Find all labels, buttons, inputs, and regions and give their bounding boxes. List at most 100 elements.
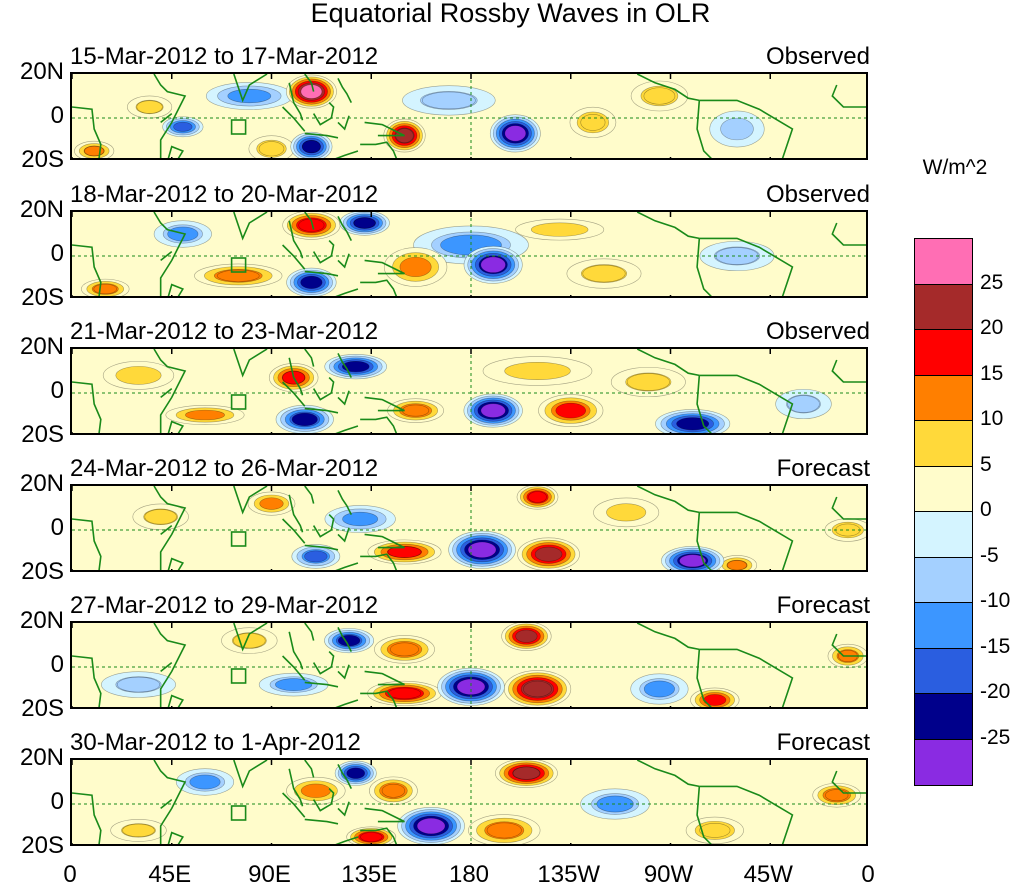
coastline	[636, 74, 700, 102]
coastline	[288, 768, 304, 807]
colorbar-units: W/m^2	[922, 156, 988, 179]
coastline	[167, 831, 185, 844]
coastline	[167, 557, 185, 570]
colorbar-swatch	[915, 739, 972, 785]
panel-status-label: Forecast	[776, 729, 870, 756]
coastline	[335, 425, 359, 433]
island-outline	[230, 119, 247, 135]
anomaly-contour	[189, 774, 221, 790]
y-tick-label: 20S	[21, 558, 64, 585]
panel-date-label: 15-Mar-2012 to 17-Mar-2012	[70, 43, 379, 70]
coastline	[233, 349, 268, 378]
coastline	[304, 132, 339, 139]
coastline	[337, 216, 353, 241]
y-tick-label: 20S	[21, 695, 64, 722]
coastline	[153, 623, 187, 707]
y-tick-label: 20N	[19, 470, 64, 497]
anomaly-contour	[825, 789, 849, 802]
coastline	[72, 381, 102, 433]
coastline	[304, 270, 339, 277]
coastline	[153, 74, 187, 158]
coastline	[72, 106, 102, 158]
colorbar-level-label: 25	[980, 270, 1004, 294]
coastline	[304, 74, 315, 92]
anomaly-contour	[116, 676, 161, 693]
coastline	[304, 544, 339, 551]
y-tick-label: 20S	[21, 832, 64, 859]
panel-status-label: Forecast	[776, 455, 870, 482]
anomaly-contour	[360, 832, 383, 842]
x-tick-label: 135W	[537, 861, 601, 888]
colorbar-swatch	[915, 375, 972, 421]
anomaly-contour	[555, 402, 587, 419]
colorbar-swatch	[915, 421, 972, 467]
colorbar-swatch	[915, 330, 972, 376]
map-panel-svg	[72, 349, 866, 433]
colorbar-level-label: -10	[980, 589, 1011, 612]
anomaly-contour	[115, 366, 162, 385]
anomaly-contour	[216, 269, 260, 282]
coastline	[153, 760, 187, 844]
anomaly-contour	[122, 823, 155, 838]
coastline	[233, 212, 268, 241]
coastline	[831, 633, 866, 657]
anomaly-contour	[486, 822, 522, 839]
coastline	[337, 78, 353, 103]
coastline	[699, 99, 794, 158]
anomaly-contour	[528, 491, 547, 503]
anomaly-contour	[387, 546, 422, 558]
anomaly-contour	[643, 680, 675, 698]
anomaly-contour	[258, 141, 285, 157]
coastline	[233, 623, 268, 652]
coastline	[282, 244, 306, 270]
colorbar-swatch	[915, 284, 972, 330]
panel-status-label: Forecast	[776, 592, 870, 619]
coastline	[636, 212, 700, 240]
anomaly-contour	[480, 403, 506, 418]
anomaly-contour	[626, 373, 670, 391]
coastline	[304, 212, 315, 230]
anomaly-contour	[304, 550, 328, 563]
coastline	[831, 222, 866, 246]
coastline	[699, 237, 794, 296]
coastline	[696, 512, 712, 570]
anomaly-contour	[504, 125, 527, 142]
y-tick-label: 0	[50, 240, 64, 267]
coastline	[337, 801, 350, 817]
coastline	[304, 623, 315, 641]
coastline	[636, 349, 700, 377]
coastline	[233, 74, 268, 103]
coastline	[335, 836, 359, 844]
coastline	[364, 807, 405, 823]
colorbar-swatch	[915, 512, 972, 558]
anomaly-contour	[679, 554, 707, 568]
x-tick-label: 90E	[248, 861, 291, 888]
coastline	[337, 115, 350, 131]
map-panel	[70, 484, 868, 572]
coastline	[337, 253, 350, 269]
x-tick-label: 45E	[148, 861, 192, 888]
coastline	[831, 84, 866, 108]
coastline	[831, 496, 866, 520]
coastline	[337, 490, 353, 515]
coastline	[304, 349, 315, 367]
coastline	[167, 283, 185, 296]
coastline	[304, 818, 339, 825]
anomaly-contour	[582, 264, 626, 283]
coastline	[288, 82, 304, 121]
anomaly-contour	[300, 783, 331, 798]
coastline	[696, 786, 712, 844]
anomaly-contour	[173, 121, 193, 132]
island-outline	[230, 805, 247, 821]
y-tick-label: 0	[50, 514, 64, 541]
anomaly-contour	[259, 497, 284, 510]
coastline	[831, 770, 866, 794]
anomaly-contour	[353, 217, 376, 229]
coastline	[167, 694, 185, 707]
panel-date-label: 18-Mar-2012 to 20-Mar-2012	[70, 181, 379, 208]
x-tick-label: 135E	[341, 861, 398, 888]
colorbar-swatch	[915, 648, 972, 694]
coastline	[288, 220, 304, 259]
anomaly-contour	[416, 817, 446, 835]
anomaly-contour	[504, 361, 571, 381]
